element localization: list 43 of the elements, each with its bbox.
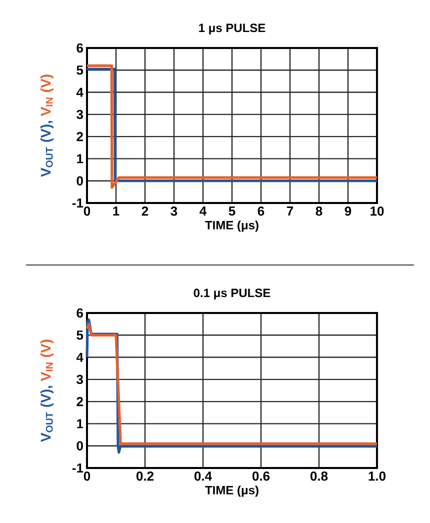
y-tick-label: -1	[72, 464, 84, 472]
y-tick-label: 3	[76, 374, 83, 384]
x-tick-label: 0.8	[310, 472, 328, 481]
x-axis-title: TIME (μs)	[205, 220, 258, 232]
text: ,	[48, 386, 53, 388]
text: V$_{IN}$ (V)	[40, 340, 54, 382]
x-tick-label: 4	[200, 206, 207, 216]
x-tick-label: 7	[286, 206, 294, 216]
chart-title: 0.1 μs PULSE	[194, 288, 270, 300]
x-tick-label: 6	[258, 206, 264, 216]
x-tick-label: 8	[316, 206, 322, 216]
text: V$_{IN}$ (V)	[40, 74, 54, 116]
y-tick-label: 5	[76, 66, 84, 75]
y-tick-label: 5	[76, 330, 84, 340]
y-tick-label: 6	[76, 43, 83, 53]
x-tick-label: 0.2	[136, 472, 154, 481]
x-tick-label: 3	[170, 206, 178, 216]
x-tick-label: 1	[113, 206, 120, 216]
y-tick-label: 6	[76, 308, 83, 318]
y-tick-label: 0	[76, 176, 83, 186]
x-tick-label: 9	[344, 206, 352, 216]
y-tick-label: 1	[77, 154, 84, 164]
x-tick-label: 1.0	[368, 472, 386, 481]
y-tick-label: 1	[77, 419, 84, 428]
y-tick-label: 0	[76, 441, 83, 450]
y-tick-label: 2	[76, 132, 83, 142]
x-tick-label: 0.4	[194, 472, 212, 481]
x-axis-title: TIME (μs)	[205, 486, 258, 497]
x-tick-label: 2	[142, 206, 148, 216]
y-tick-label: 2	[76, 397, 83, 406]
y-tick-label: -1	[72, 198, 84, 208]
x-tick-label: 10	[370, 206, 384, 216]
text: ,	[48, 121, 53, 123]
y-tick-label: 3	[76, 110, 83, 120]
text: V$_{OUT}$ (V)	[40, 390, 54, 442]
x-tick-label: 0.6	[252, 472, 270, 481]
y-tick-label: 4	[76, 352, 84, 362]
y-tick-label: 4	[76, 88, 84, 97]
text: V$_{OUT}$ (V)	[40, 124, 54, 177]
x-tick-label: 0	[84, 472, 90, 481]
x-tick-label: 0	[84, 206, 90, 216]
x-tick-label: 5	[228, 206, 236, 216]
chart-title: 1 μs PULSE	[199, 24, 266, 34]
